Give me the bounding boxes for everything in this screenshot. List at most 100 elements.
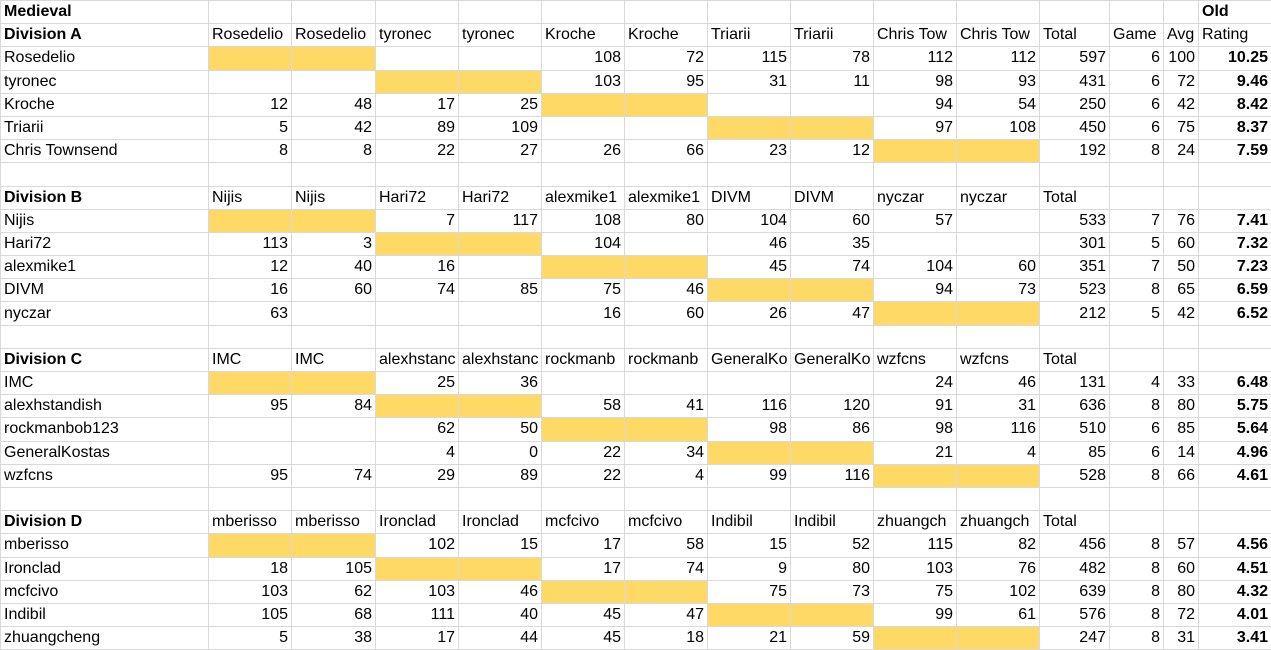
column-header: mcfcivo bbox=[541, 510, 625, 535]
total: 131 bbox=[1039, 370, 1110, 396]
cell bbox=[541, 370, 625, 396]
avg: 42 bbox=[1163, 301, 1199, 326]
cell bbox=[790, 92, 874, 117]
rating: 7.59 bbox=[1198, 139, 1271, 164]
score: 8 bbox=[291, 139, 376, 164]
score: 74 bbox=[291, 463, 376, 488]
score: 74 bbox=[790, 255, 874, 280]
score: 24 bbox=[873, 370, 957, 396]
score: 45 bbox=[707, 255, 791, 280]
cell bbox=[208, 370, 292, 396]
sheet-row: alexhstandish 95 84 58 41 116 120 91 31 636 8 80 5.7… bbox=[0, 394, 1271, 419]
games: 6 bbox=[1109, 92, 1164, 117]
score: 97 bbox=[873, 115, 957, 141]
column-header: GeneralKo bbox=[707, 347, 791, 373]
cell bbox=[873, 162, 957, 187]
cell bbox=[707, 115, 791, 141]
score: 103 bbox=[208, 579, 292, 604]
column-header: wzfcns bbox=[873, 347, 957, 373]
score: 62 bbox=[375, 417, 459, 442]
avg: 80 bbox=[1163, 579, 1199, 604]
sheet-row: Medieval Old bbox=[0, 0, 1271, 25]
score: 102 bbox=[956, 579, 1040, 604]
cell bbox=[1163, 162, 1199, 187]
cell bbox=[873, 324, 957, 349]
score: 35 bbox=[790, 231, 874, 257]
score: 60 bbox=[790, 208, 874, 233]
cell bbox=[1198, 486, 1271, 512]
cell bbox=[291, 46, 376, 71]
score: 99 bbox=[873, 602, 957, 628]
score: 102 bbox=[375, 533, 459, 558]
score: 115 bbox=[707, 46, 791, 71]
total: 533 bbox=[1039, 208, 1110, 233]
cell bbox=[375, 231, 459, 257]
rating: 6.52 bbox=[1198, 301, 1271, 326]
cell bbox=[624, 486, 708, 512]
avg: 75 bbox=[1163, 115, 1199, 141]
score: 103 bbox=[541, 69, 625, 94]
games: 8 bbox=[1109, 139, 1164, 164]
score: 12 bbox=[790, 139, 874, 164]
cell bbox=[790, 324, 874, 349]
column-header: Indibil bbox=[707, 510, 791, 535]
score: 5 bbox=[208, 626, 292, 650]
score: 44 bbox=[458, 626, 542, 650]
score: 59 bbox=[790, 626, 874, 650]
cell bbox=[1198, 185, 1271, 210]
column-header: tyronec bbox=[375, 23, 459, 48]
score: 104 bbox=[707, 208, 791, 233]
cell bbox=[624, 370, 708, 396]
cell bbox=[624, 115, 708, 141]
score: 45 bbox=[541, 626, 625, 650]
column-header: mberisso bbox=[291, 510, 376, 535]
cell bbox=[291, 417, 376, 442]
cell bbox=[375, 46, 459, 71]
cell bbox=[458, 0, 542, 25]
score: 85 bbox=[458, 278, 542, 303]
avg: 42 bbox=[1163, 92, 1199, 117]
cell bbox=[873, 626, 957, 650]
sheet-row: Indibil 105 68 111 40 45 47 99 61 576 8 72 4.01 bbox=[0, 602, 1271, 628]
column-header: DIVM bbox=[790, 185, 874, 210]
player-name: IMC bbox=[0, 370, 209, 396]
cell bbox=[291, 324, 376, 349]
score: 36 bbox=[458, 370, 542, 396]
cell bbox=[375, 69, 459, 94]
column-header: Triarii bbox=[790, 23, 874, 48]
score: 7 bbox=[375, 208, 459, 233]
column-header: Rosedelio bbox=[208, 23, 292, 48]
rating: 4.32 bbox=[1198, 579, 1271, 604]
score: 58 bbox=[541, 394, 625, 419]
games: 6 bbox=[1109, 440, 1164, 465]
score: 22 bbox=[541, 440, 625, 465]
score: 60 bbox=[291, 278, 376, 303]
column-header: Triarii bbox=[707, 23, 791, 48]
games: 8 bbox=[1109, 626, 1164, 650]
score: 34 bbox=[624, 440, 708, 465]
score: 120 bbox=[790, 394, 874, 419]
score: 18 bbox=[624, 626, 708, 650]
cell bbox=[1109, 486, 1164, 512]
games: 7 bbox=[1109, 208, 1164, 233]
cell bbox=[291, 0, 376, 25]
player-name: mcfcivo bbox=[0, 579, 209, 604]
cell bbox=[208, 208, 292, 233]
total: 250 bbox=[1039, 92, 1110, 117]
avg: 65 bbox=[1163, 278, 1199, 303]
player-name: GeneralKostas bbox=[0, 440, 209, 465]
score: 109 bbox=[458, 115, 542, 141]
column-header: nyczar bbox=[873, 185, 957, 210]
division-title: Division C bbox=[0, 347, 209, 373]
score: 41 bbox=[624, 394, 708, 419]
cell bbox=[1163, 324, 1199, 349]
score: 108 bbox=[541, 208, 625, 233]
column-header: Chris Tow bbox=[956, 23, 1040, 48]
cell bbox=[541, 255, 625, 280]
cell bbox=[1039, 162, 1110, 187]
cell bbox=[458, 301, 542, 326]
sheet-row: nyczar 63 16 60 26 47 212 5 42 6.52 bbox=[0, 301, 1271, 326]
cell bbox=[291, 208, 376, 233]
column-header: tyronec bbox=[458, 23, 542, 48]
cell bbox=[291, 370, 376, 396]
